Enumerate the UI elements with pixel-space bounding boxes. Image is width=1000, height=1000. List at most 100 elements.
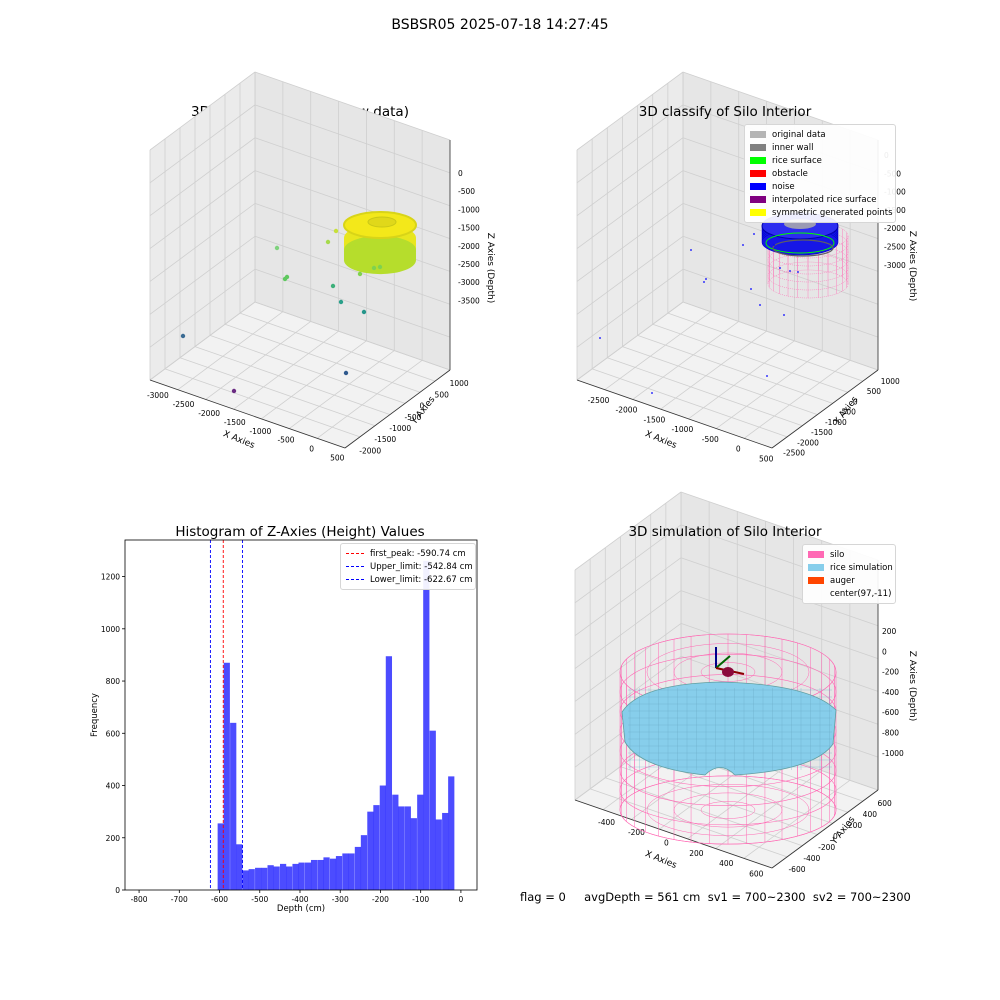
z-tick-label: 0	[458, 169, 463, 178]
data-point	[333, 228, 339, 234]
y-axis-label: Y Axies	[409, 395, 438, 428]
x-tick-label: -1500	[224, 418, 246, 427]
figure-title: BSBSR05 2025-07-18 14:27:45	[391, 17, 609, 33]
histogram-title: Histogram of Z-Axies (Height) Values	[175, 524, 425, 540]
noise-point	[750, 288, 752, 290]
histogram-bar	[292, 863, 299, 890]
z-tick-label: -2000	[884, 224, 906, 233]
legend-swatch	[750, 144, 766, 151]
data-point	[231, 388, 237, 394]
rice-surface-ring	[765, 232, 835, 254]
y-axis-line	[344, 369, 451, 449]
z-tick-label: -3000	[884, 261, 906, 270]
histogram-bar	[310, 859, 318, 890]
grid-line	[205, 321, 311, 400]
y-tick-label: 200	[106, 834, 121, 843]
y-tick-label: 200	[848, 821, 863, 830]
x-tick-label: -800	[131, 895, 148, 904]
x-tick-label: 500	[759, 454, 774, 463]
x-tick-label: 0	[664, 839, 669, 848]
data-point	[377, 264, 383, 270]
legend-swatch	[808, 564, 824, 571]
z-tick-label: -3000	[458, 278, 480, 287]
grid-line	[149, 203, 256, 282]
grid-line	[149, 104, 256, 184]
histogram-bar	[373, 805, 380, 890]
data-point	[357, 271, 363, 277]
legend-label: first_peak: -590.74 cm	[370, 548, 466, 559]
x-tick-label: -200	[372, 895, 389, 904]
histogram-bar	[417, 794, 424, 890]
legend-line	[346, 566, 364, 567]
x-tick-label: -1000	[249, 427, 271, 436]
histogram-bar	[404, 806, 411, 890]
x-tick-label: -2500	[173, 400, 195, 409]
grid-line	[576, 137, 684, 217]
histogram-bar	[298, 862, 305, 890]
histogram-bar	[261, 867, 268, 890]
x-tick-label: -500	[277, 436, 294, 445]
grid-line	[179, 357, 376, 427]
grid-line	[316, 359, 423, 439]
histogram-bar	[392, 794, 399, 890]
z-axis-label: Z Axies (Depth)	[907, 231, 917, 302]
legend-item: inner wall	[750, 141, 890, 154]
auger-marker	[722, 667, 734, 677]
x-tick-label: 0	[459, 895, 464, 904]
noise-point	[759, 304, 761, 306]
plot4-data	[619, 633, 837, 845]
data-point	[325, 239, 331, 245]
legend-label: rice simulation	[830, 562, 893, 573]
grid-line	[576, 268, 684, 348]
grid-line	[576, 104, 684, 184]
x-axis-line	[576, 379, 773, 449]
grid-line	[576, 301, 684, 381]
histogram-legend: first_peak: -590.74 cm Upper_limit: -542.…	[340, 543, 476, 590]
plot4-title: 3D simulation of Silo Interior	[628, 524, 822, 540]
x-tick-label: -500	[702, 435, 719, 444]
y-tick-label: 1200	[101, 573, 120, 582]
legend-item: noise	[750, 180, 890, 193]
grid-line	[632, 321, 739, 400]
grid-line	[254, 71, 451, 141]
z-tick-label: -1500	[458, 224, 480, 233]
grid-line	[149, 301, 256, 381]
plot2-legend: original data inner wall rice surface obsta…	[744, 124, 896, 223]
x-tick-label: -300	[332, 895, 349, 904]
silo-floor-ring	[646, 784, 810, 836]
legend-item: Upper_limit: -542.84 cm	[346, 560, 473, 573]
grid-line	[149, 268, 256, 348]
data-point	[274, 245, 280, 251]
y-tick-label: -2000	[359, 446, 381, 455]
silo-floor-ring	[619, 775, 837, 845]
noise-point	[773, 244, 775, 246]
noise-point	[766, 375, 768, 377]
x-tick-label: -600	[211, 895, 228, 904]
histogram-bar	[248, 869, 255, 890]
grid-line	[254, 301, 451, 371]
z-tick-label: -400	[882, 688, 899, 697]
histogram-bar	[385, 656, 393, 890]
histogram-bar	[236, 844, 243, 890]
grid-line	[682, 268, 879, 338]
grid-line	[209, 335, 406, 404]
grid-line	[254, 170, 451, 239]
histogram-bar	[379, 785, 386, 890]
silo-roof-ring	[700, 662, 756, 682]
grid-line	[254, 104, 451, 174]
plot2-data	[599, 212, 849, 394]
legend-line	[346, 553, 364, 554]
histogram-bar	[354, 846, 362, 890]
z-tick-label: -3500	[458, 296, 480, 305]
legend-line	[346, 579, 364, 580]
rice-surface-hole	[367, 216, 397, 228]
histogram-bar	[360, 835, 368, 890]
y-tick-label: 500	[435, 390, 450, 399]
grid-line	[574, 557, 682, 637]
legend-swatch	[750, 157, 766, 164]
histogram-bar	[217, 823, 224, 890]
silo-floor-ring	[673, 792, 783, 828]
data-point	[284, 274, 290, 280]
grid-line	[605, 777, 803, 847]
histogram-bar	[329, 858, 337, 890]
